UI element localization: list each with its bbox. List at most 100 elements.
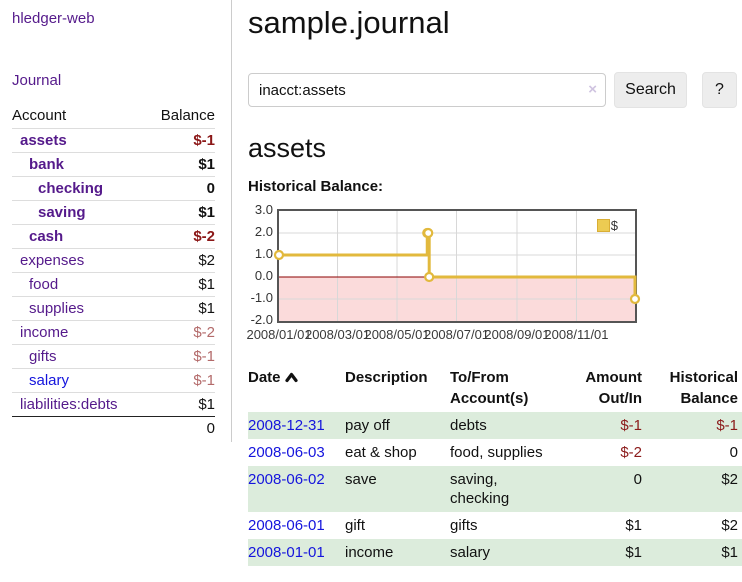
search-input-wrap: × bbox=[248, 73, 606, 107]
account-link-bank[interactable]: bank bbox=[29, 156, 65, 173]
search-button[interactable]: Search bbox=[614, 72, 687, 108]
accounts-header-row: Account Balance bbox=[12, 104, 215, 129]
transaction-description: gift bbox=[345, 517, 366, 534]
account-row: income $-2 bbox=[12, 320, 215, 345]
transaction-description: pay off bbox=[345, 417, 390, 434]
account-balance: $-1 bbox=[146, 128, 215, 153]
x-tick-label: 2008/03/01 bbox=[304, 327, 371, 342]
account-row: checking 0 bbox=[12, 176, 215, 201]
transaction-balance: $2 bbox=[721, 471, 738, 488]
register-header-amount: Amount Out/In bbox=[585, 369, 642, 407]
account-balance: $-2 bbox=[146, 320, 215, 345]
transaction-date-link[interactable]: 2008-12-31 bbox=[248, 417, 325, 434]
sort-ascending-icon bbox=[284, 368, 298, 389]
account-row: bank $1 bbox=[12, 152, 215, 177]
transaction-balance: $2 bbox=[721, 517, 738, 534]
account-balance: $1 bbox=[146, 392, 215, 417]
x-tick-label: 2008/01/01 bbox=[246, 327, 312, 342]
transaction-row[interactable]: 2008-06-02 save saving, checking 0 $2 bbox=[248, 466, 742, 512]
main-content: sample.journal × Search ? assets Histori… bbox=[246, 0, 742, 566]
chart-plot-area: $ bbox=[273, 209, 641, 323]
y-tick-label: -2.0 bbox=[250, 312, 273, 327]
legend-label: $ bbox=[610, 218, 618, 233]
account-heading: assets bbox=[248, 133, 327, 163]
account-link-saving[interactable]: saving bbox=[38, 204, 86, 221]
transaction-date-link[interactable]: 2008-06-01 bbox=[248, 517, 325, 534]
transaction-date-link[interactable]: 2008-06-02 bbox=[248, 471, 325, 488]
chart-title: Historical Balance: bbox=[248, 178, 384, 195]
account-link-liabilities-debts[interactable]: liabilities:debts bbox=[20, 396, 118, 413]
account-link-food[interactable]: food bbox=[29, 276, 59, 293]
transaction-amount: $-1 bbox=[620, 417, 642, 434]
transaction-balance: $-1 bbox=[716, 417, 738, 434]
sidebar: hledger-web Journal Account Balance asse… bbox=[0, 0, 232, 442]
x-tick-label: 2008/07/01 bbox=[423, 327, 490, 342]
x-tick-label: 2008/11/01 bbox=[544, 327, 609, 342]
account-row: cash $-2 bbox=[12, 224, 215, 249]
register-header-row: Date Description To/From Account(s) Amou… bbox=[248, 364, 742, 412]
account-link-expenses[interactable]: expenses bbox=[20, 252, 85, 269]
transaction-date-link[interactable]: 2008-01-01 bbox=[248, 544, 325, 561]
clear-search-icon[interactable]: × bbox=[588, 81, 597, 98]
chart-canvas bbox=[273, 211, 641, 321]
account-balance: $1 bbox=[146, 152, 215, 177]
transaction-description: eat & shop bbox=[345, 444, 417, 461]
account-row: supplies $1 bbox=[12, 296, 215, 321]
account-link-assets[interactable]: assets bbox=[20, 132, 67, 149]
y-tick-label: 1.0 bbox=[254, 246, 273, 261]
x-tick-label: 2008/09/01 bbox=[484, 327, 550, 342]
account-link-supplies[interactable]: supplies bbox=[29, 300, 85, 317]
account-row: gifts $-1 bbox=[12, 344, 215, 369]
help-button[interactable]: ? bbox=[702, 72, 737, 108]
register-header-accounts: To/From Account(s) bbox=[450, 369, 529, 407]
accounts-total-value: 0 bbox=[146, 416, 215, 440]
y-tick-label: 2.0 bbox=[254, 224, 273, 239]
account-balance: $-1 bbox=[146, 344, 215, 369]
account-link-gifts[interactable]: gifts bbox=[29, 348, 57, 365]
account-link-income[interactable]: income bbox=[20, 324, 69, 341]
register-table: Date Description To/From Account(s) Amou… bbox=[248, 364, 742, 566]
page-title: sample.journal bbox=[248, 5, 450, 40]
transaction-balance: 0 bbox=[729, 444, 738, 461]
x-tick-label: 2008/05/01 bbox=[364, 327, 430, 342]
transaction-amount: $1 bbox=[625, 544, 642, 561]
register-header-date[interactable]: Date bbox=[248, 364, 345, 412]
transaction-row[interactable]: 2008-01-01 income salary $1 $1 bbox=[248, 539, 742, 566]
y-tick-label: 0.0 bbox=[254, 268, 273, 283]
account-balance: $2 bbox=[146, 248, 215, 273]
register-header-balance: Historical Balance bbox=[669, 369, 738, 407]
transaction-balance: $1 bbox=[721, 544, 738, 561]
transaction-accounts: saving, checking bbox=[450, 471, 510, 507]
y-tick-label: -1.0 bbox=[250, 290, 273, 305]
transaction-description: income bbox=[345, 544, 394, 561]
account-balance: $1 bbox=[146, 200, 215, 225]
chart-legend: $ bbox=[596, 218, 618, 233]
account-row: assets $-1 bbox=[12, 128, 215, 153]
account-row: liabilities:debts $1 bbox=[12, 392, 215, 417]
transaction-row[interactable]: 2008-12-31 pay off debts $-1 $-1 bbox=[248, 412, 742, 439]
transaction-date-link[interactable]: 2008-06-03 bbox=[248, 444, 325, 461]
account-link-salary[interactable]: salary bbox=[29, 372, 70, 389]
account-link-cash[interactable]: cash bbox=[29, 228, 64, 245]
historical-balance-chart: 3.0 2.0 1.0 0.0 -1.0 -2.0 $ 2008/01/01 2008/03… bbox=[246, 202, 742, 346]
account-balance: $1 bbox=[146, 296, 215, 321]
accounts-table: Account Balance assets $-1 bank $1 check… bbox=[12, 104, 215, 440]
transaction-amount: 0 bbox=[633, 471, 642, 488]
transaction-row[interactable]: 2008-06-03 eat & shop food, supplies $-2… bbox=[248, 439, 742, 466]
sidebar-item-journal[interactable]: Journal bbox=[12, 72, 62, 89]
account-balance: $-1 bbox=[146, 368, 215, 393]
y-tick-label: 3.0 bbox=[254, 202, 273, 217]
app-brand-link[interactable]: hledger-web bbox=[12, 10, 95, 27]
register-header-description: Description bbox=[345, 369, 428, 386]
transaction-amount: $1 bbox=[625, 517, 642, 534]
account-link-checking[interactable]: checking bbox=[38, 180, 104, 197]
account-row: salary $-1 bbox=[12, 368, 215, 393]
account-balance: $1 bbox=[146, 272, 215, 297]
account-balance: $-2 bbox=[146, 224, 215, 249]
account-row: saving $1 bbox=[12, 200, 215, 225]
search-input[interactable] bbox=[248, 73, 606, 107]
account-row: food $1 bbox=[12, 272, 215, 297]
transaction-description: save bbox=[345, 471, 377, 488]
transaction-row[interactable]: 2008-06-01 gift gifts $1 $2 bbox=[248, 512, 742, 539]
search-form: × Search ? bbox=[248, 72, 742, 108]
